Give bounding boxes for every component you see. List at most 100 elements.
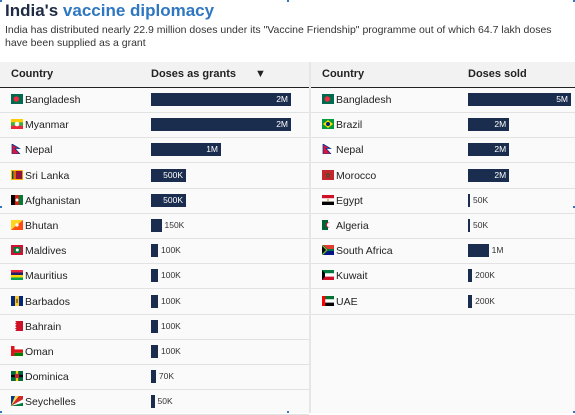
bar-value-label: 50K xyxy=(473,220,489,230)
bar-value-label: 5M xyxy=(556,94,568,104)
maldives-flag xyxy=(11,245,23,256)
country-name: South Africa xyxy=(336,245,393,258)
country-name: Barbados xyxy=(25,295,70,308)
grants-table-row: Seychelles 50K xyxy=(0,389,309,415)
uae-flag xyxy=(322,295,334,306)
sold-table-row: Bangladesh 5M xyxy=(311,87,575,113)
bahrain-flag xyxy=(11,320,23,331)
country-name: Egypt xyxy=(336,194,363,207)
morocco-flag xyxy=(322,169,334,180)
country-name: Myanmar xyxy=(25,119,69,132)
corner-marker xyxy=(0,0,2,2)
bhutan-flag xyxy=(11,220,23,230)
bar xyxy=(468,118,510,132)
country-name: Bahrain xyxy=(25,320,62,333)
bar xyxy=(151,118,291,132)
bangladesh-flag xyxy=(11,94,23,104)
bar xyxy=(468,168,510,182)
grants-table-row: Nepal 1M xyxy=(0,137,309,164)
bar xyxy=(468,93,571,106)
mauritius-flag xyxy=(11,270,23,281)
grants-value-column-header[interactable]: Doses as grants xyxy=(151,68,236,80)
grants-table-row: Afghanistan 500K xyxy=(0,188,309,214)
bar xyxy=(151,395,155,409)
bar-value-label: 2M xyxy=(276,119,288,130)
corner-marker xyxy=(287,411,289,413)
kuwait-flag xyxy=(322,270,334,281)
bar-value-label: 100K xyxy=(161,295,181,306)
bar xyxy=(151,93,291,106)
country-name: Bangladesh xyxy=(25,94,81,106)
nepal-flag xyxy=(322,144,334,155)
corner-marker xyxy=(573,206,575,208)
sold-table-row: Morocco 2M xyxy=(311,163,575,189)
corner-marker xyxy=(287,0,289,2)
grants-table: Country Doses as grants ▼ Bangladesh 2M My… xyxy=(0,62,309,415)
bar xyxy=(151,219,162,232)
bar-value-label: 100K xyxy=(161,320,181,331)
sold-table-row: Algeria 50K xyxy=(311,213,575,239)
afghanistan-flag xyxy=(11,194,23,205)
bar xyxy=(151,143,221,157)
bar-value-label: 2M xyxy=(276,94,288,104)
brazil-flag xyxy=(322,119,334,130)
sold-value-column-header[interactable]: Doses sold xyxy=(468,68,527,80)
bar-value-label: 100K xyxy=(161,346,181,356)
seychelles-flag xyxy=(11,396,23,407)
country-name: Mauritius xyxy=(25,270,68,283)
sold-table-row: South Africa 1M xyxy=(311,238,575,265)
sold-country-column-header[interactable]: Country xyxy=(322,68,365,80)
south-africa-flag xyxy=(322,245,334,256)
sold-table-row: UAE 200K xyxy=(311,289,575,315)
algeria-flag xyxy=(322,220,334,230)
bar xyxy=(151,345,158,358)
bar xyxy=(151,168,186,182)
corner-marker xyxy=(573,411,575,413)
sold-table-header: Country Doses sold xyxy=(311,62,575,88)
bar xyxy=(468,219,470,232)
country-name: Nepal xyxy=(25,144,53,157)
bar-value-label: 150K xyxy=(164,220,185,230)
country-name: Kuwait xyxy=(336,270,368,283)
grants-table-header: Country Doses as grants ▼ xyxy=(0,62,309,88)
bar-value-label: 2M xyxy=(494,169,507,180)
bar-value-label: 2M xyxy=(494,144,507,155)
sold-table-row: Kuwait 200K xyxy=(311,263,575,290)
grants-table-row: Sri Lanka 500K xyxy=(0,163,309,189)
bar xyxy=(468,294,473,308)
sold-table-row: Nepal 2M xyxy=(311,137,575,164)
country-name: Morocco xyxy=(336,169,377,182)
bar xyxy=(151,244,158,258)
country-name: Maldives xyxy=(25,245,67,258)
bar xyxy=(151,294,158,308)
bar xyxy=(151,319,158,333)
grants-table-row: Bangladesh 2M xyxy=(0,87,309,113)
corner-marker xyxy=(573,0,575,2)
bar xyxy=(468,269,473,283)
egypt-flag xyxy=(322,194,334,205)
sold-table-row: Brazil 2M xyxy=(311,112,575,139)
bar-value-label: 1M xyxy=(491,245,504,256)
country-name: Nepal xyxy=(336,144,364,157)
country-name: Oman xyxy=(25,346,54,358)
grants-table-row: Bahrain 100K xyxy=(0,314,309,340)
oman-flag xyxy=(11,346,23,356)
country-name: Algeria xyxy=(336,220,369,232)
bar-value-label: 500K xyxy=(163,194,183,205)
country-name: UAE xyxy=(336,295,358,308)
grants-table-row: Barbados 100K xyxy=(0,289,309,315)
grants-table-row: Oman 100K xyxy=(0,339,309,365)
grants-table-row: Mauritius 100K xyxy=(0,263,309,290)
bar xyxy=(151,193,186,207)
bar-value-label: 2M xyxy=(494,119,507,130)
title-part2: vaccine diplomacy xyxy=(62,1,215,20)
grants-table-row: Dominica 70K xyxy=(0,364,309,391)
grants-country-column-header[interactable]: Country xyxy=(11,68,54,80)
sort-descending-icon[interactable]: ▼ xyxy=(255,68,266,80)
bar xyxy=(151,370,156,384)
bar-value-label: 200K xyxy=(475,295,495,306)
corner-marker xyxy=(0,206,2,208)
country-name: Bangladesh xyxy=(336,94,392,106)
sri-lanka-flag xyxy=(11,169,23,180)
bar xyxy=(468,244,489,258)
